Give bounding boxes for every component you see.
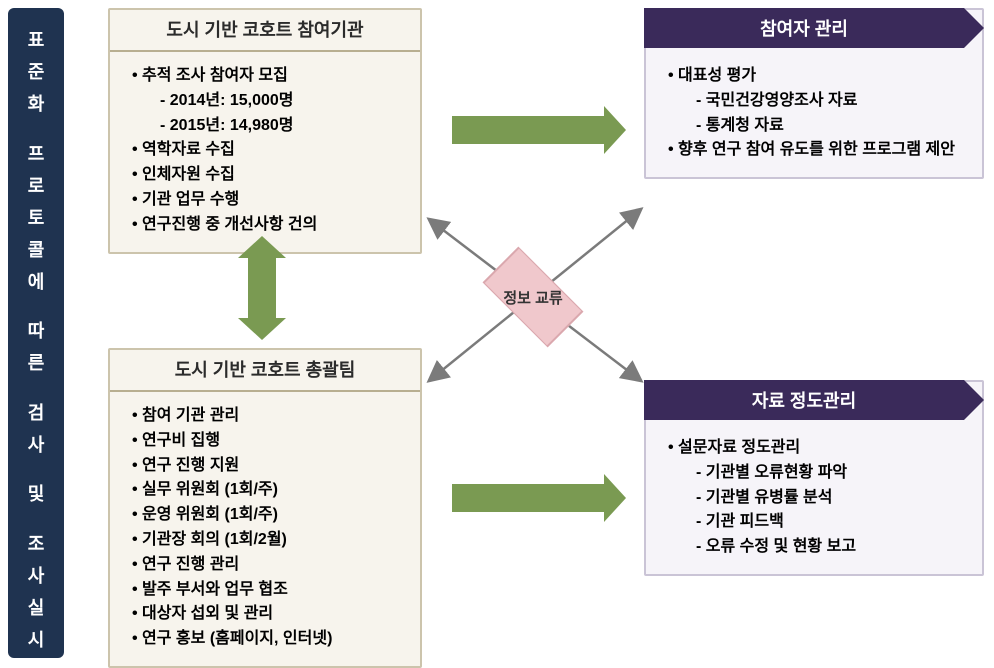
box-content: 설문자료 정도관리 - 기관별 오류현황 파악 - 기관별 유병률 분석 - 기… (646, 424, 982, 574)
banner-title: 참여자 관리 (644, 8, 964, 48)
box-participant-management: 참여자 관리 대표성 평가 - 국민건강영양조사 자료 - 통계청 자료 향후 … (644, 8, 984, 179)
list-item: 연구 홍보 (홈페이지, 인터넷) (132, 630, 332, 647)
chevron-right-icon (964, 380, 984, 420)
box-title: 도시 기반 코호트 참여기관 (110, 10, 420, 52)
list-subitem: - 통계청 자료 (668, 114, 966, 139)
diamond-info-exchange: 정보 교류 (468, 272, 598, 322)
list-item: 대상자 섭외 및 관리 (132, 605, 273, 622)
list-item: 연구비 집행 (132, 432, 220, 449)
diamond-label: 정보 교류 (468, 272, 598, 322)
list-item: 연구 진행 관리 (132, 556, 239, 573)
banner-header: 자료 정도관리 (644, 380, 984, 420)
banner-title: 자료 정도관리 (644, 380, 964, 420)
list-item: 향후 연구 참여 유도를 위한 프로그램 제안 (668, 141, 955, 158)
list-subitem: - 2014년: 15,000명 (132, 89, 404, 114)
list-subitem: - 기관 피드백 (668, 510, 966, 535)
list-item: 실무 위원회 (1회/주) (132, 481, 278, 498)
sidebar-vertical-label: 표준화 프로토콜에 따른 검사 및 조사실시 (8, 8, 64, 658)
list-subitem: - 기관별 오류현황 파악 (668, 461, 966, 486)
list-item: 발주 부서와 업무 협조 (132, 581, 288, 598)
list-item: 운영 위원회 (1회/주) (132, 506, 278, 523)
list-item: 설문자료 정도관리 (668, 439, 800, 456)
box-content: 참여 기관 관리 연구비 집행 연구 진행 지원 실무 위원회 (1회/주) 운… (110, 392, 420, 666)
list-item: 기관장 회의 (1회/2월) (132, 531, 287, 548)
list-subitem: - 오류 수정 및 현황 보고 (668, 535, 966, 560)
list-subitem: - 기관별 유병률 분석 (668, 486, 966, 511)
list-item: 추적 조사 참여자 모집 (132, 67, 288, 84)
arrow-updown-icon (248, 258, 276, 318)
list-item: 인체자원 수집 (132, 166, 235, 183)
arrow-right-icon (452, 484, 604, 512)
list-item: 기관 업무 수행 (132, 191, 239, 208)
banner-header: 참여자 관리 (644, 8, 984, 48)
list-item: 연구 진행 지원 (132, 457, 239, 474)
chevron-right-icon (964, 8, 984, 48)
box-cohort-team: 도시 기반 코호트 총괄팀 참여 기관 관리 연구비 집행 연구 진행 지원 실… (108, 348, 422, 668)
list-subitem: - 국민건강영양조사 자료 (668, 89, 966, 114)
box-content: 대표성 평가 - 국민건강영양조사 자료 - 통계청 자료 향후 연구 참여 유… (646, 52, 982, 177)
arrow-right-icon (452, 116, 604, 144)
box-cohort-institutions: 도시 기반 코호트 참여기관 추적 조사 참여자 모집 - 2014년: 15,… (108, 8, 422, 254)
list-subitem: - 2015년: 14,980명 (132, 114, 404, 139)
list-item: 대표성 평가 (668, 67, 756, 84)
list-item: 연구진행 중 개선사항 건의 (132, 216, 317, 233)
list-item: 참여 기관 관리 (132, 407, 239, 424)
box-title: 도시 기반 코호트 총괄팀 (110, 350, 420, 392)
box-content: 추적 조사 참여자 모집 - 2014년: 15,000명 - 2015년: 1… (110, 52, 420, 252)
list-item: 역학자료 수집 (132, 141, 235, 158)
box-data-quality: 자료 정도관리 설문자료 정도관리 - 기관별 오류현황 파악 - 기관별 유병… (644, 380, 984, 576)
